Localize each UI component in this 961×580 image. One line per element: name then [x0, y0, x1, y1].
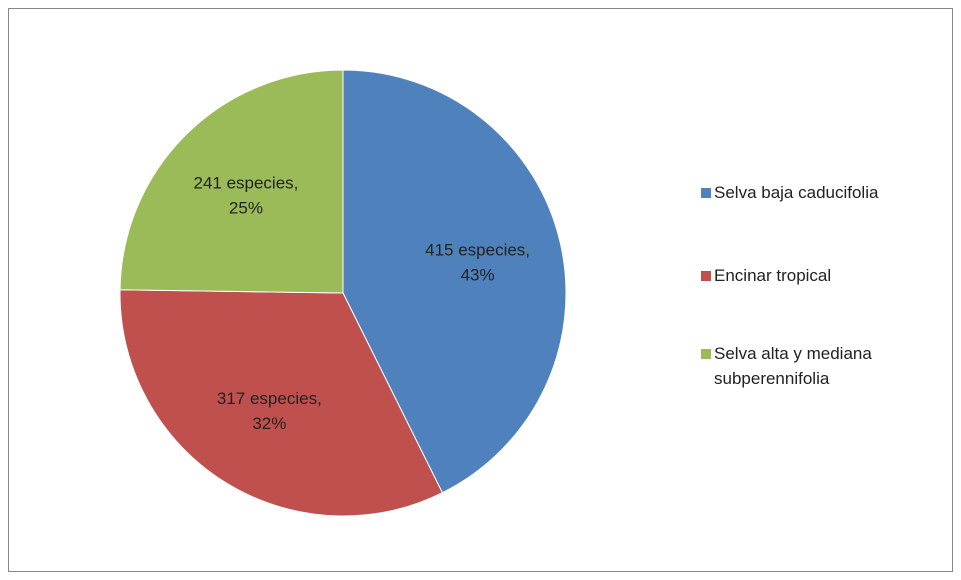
data-label: 415 especies, [425, 240, 530, 259]
chart-border [8, 8, 953, 572]
legend-label: Selva alta y mediana subperennifolia [714, 344, 872, 388]
pie-slice [119, 69, 344, 294]
pie-slice [119, 289, 444, 517]
data-label: 25% [229, 199, 263, 218]
legend-swatch [701, 271, 711, 281]
data-label: 317 especies, [217, 389, 322, 408]
legend-swatch [701, 188, 711, 198]
data-label: 32% [252, 414, 286, 433]
legend-item: Encinar tropical [701, 263, 914, 288]
pie-slice [342, 69, 567, 494]
data-label: 241 especies, [193, 174, 298, 193]
legend-swatch [701, 349, 711, 359]
data-label: 43% [461, 265, 495, 284]
legend-label: Selva baja caducifolia [714, 183, 879, 202]
legend-label: Encinar tropical [714, 266, 832, 285]
legend-item: Selva baja caducifolia [701, 180, 914, 205]
legend-item: Selva alta y mediana subperennifolia [701, 341, 914, 391]
